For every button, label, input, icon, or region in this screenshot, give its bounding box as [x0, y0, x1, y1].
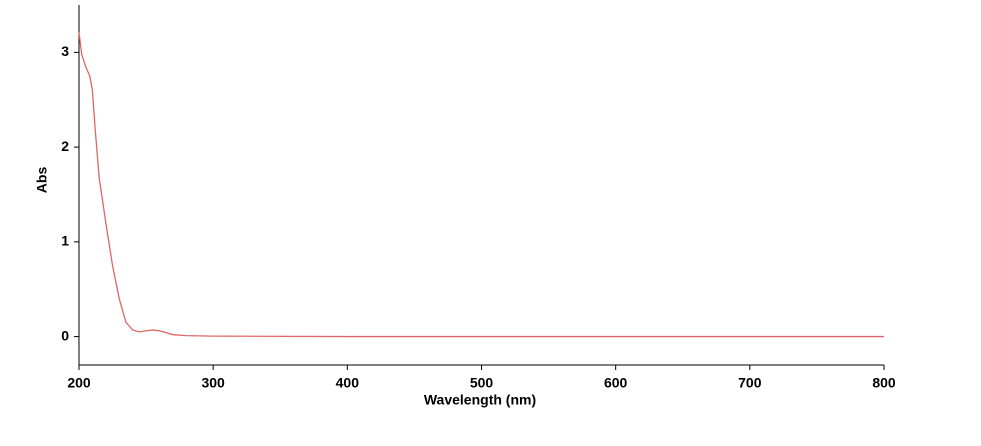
x-tick-label: 200: [67, 375, 91, 391]
y-tick-label: 0: [61, 327, 69, 343]
y-tick-label: 3: [61, 43, 69, 59]
x-tick-label: 700: [738, 375, 762, 391]
data-line: [78, 32, 884, 338]
x-tick-label: 500: [470, 375, 494, 391]
x-tick-label: 600: [604, 375, 628, 391]
y-axis-label: Abs: [34, 167, 50, 194]
x-tick-label: 800: [872, 375, 896, 391]
y-tick-label: 1: [61, 233, 69, 249]
x-tick-label: 300: [201, 375, 225, 391]
x-axis-label: Wavelength (nm): [424, 392, 536, 408]
y-tick-label: 2: [61, 138, 69, 154]
x-tick-label: 400: [336, 375, 360, 391]
